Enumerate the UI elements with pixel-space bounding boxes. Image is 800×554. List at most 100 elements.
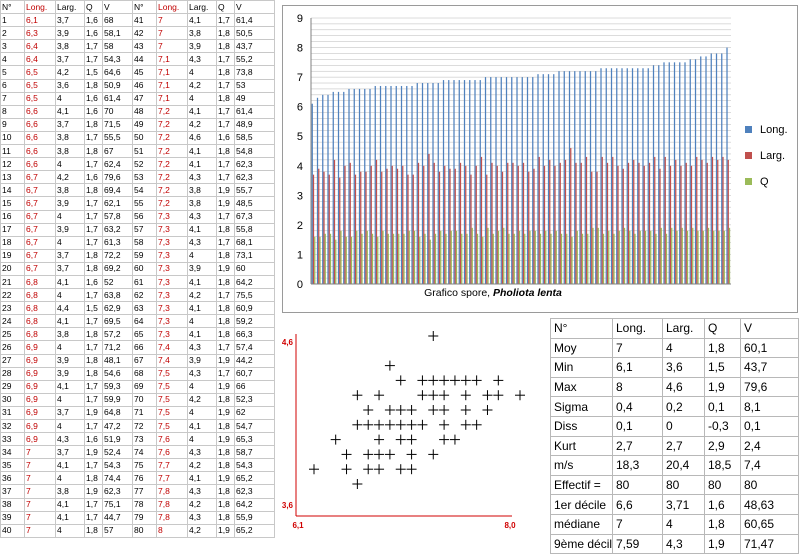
bar-q [445, 233, 447, 284]
scatter-point [482, 405, 493, 415]
bar-q [408, 230, 410, 284]
table-cell: 3,8 [187, 26, 217, 41]
table-cell: 1,8 [216, 274, 235, 290]
table-cell: 1,8 [216, 91, 235, 106]
table-cell: 69,5 [102, 314, 133, 329]
bar-larg [391, 165, 393, 284]
scatter-point [417, 375, 428, 386]
legend-swatch [745, 178, 752, 185]
stats-cell: 60,1 [740, 337, 799, 359]
table-cell: 1,8 [84, 78, 103, 93]
table-cell: 3,9 [55, 26, 85, 41]
bar-q [644, 230, 647, 284]
table-row: 18 6,7 4 1,7 61,3 58 7,3 4,3 1,7 68,1 [0, 235, 275, 250]
bar-larg [654, 156, 656, 284]
bar-larg [585, 156, 588, 284]
table-cell: 1,7 [84, 130, 103, 146]
bar-long [390, 85, 392, 284]
table-cell: 6,7 [24, 248, 56, 263]
bar-q [566, 233, 568, 284]
stats-cell: 80 [612, 474, 663, 496]
bar-long [505, 77, 508, 284]
bar-q [608, 230, 610, 284]
table-cell: 58,7 [234, 445, 275, 460]
bar-long [563, 71, 565, 284]
table-cell: 1,9 [216, 471, 235, 486]
scatter-point [374, 390, 385, 401]
table-cell: 7,3 [156, 222, 188, 237]
stats-header-cell: Larg. [662, 318, 705, 339]
bar-long [642, 68, 644, 284]
table-cell: 59,2 [234, 314, 275, 329]
table-cell: 1,9 [216, 196, 235, 211]
table-cell: 42 [132, 26, 157, 41]
bar-q [524, 233, 526, 284]
table-cell: 7,3 [156, 327, 188, 342]
table-cell: 4,3 [55, 432, 85, 447]
bar-larg [459, 162, 462, 284]
table-cell: 5 [0, 65, 25, 80]
table-cell: 1,8 [216, 418, 235, 434]
bar-q [576, 230, 578, 284]
bar-long [626, 68, 628, 284]
table-cell: 3,6 [55, 78, 85, 93]
table-cell: 1,7 [84, 392, 103, 407]
stats-row: m/s 18,3 20,4 18,5 7,4 [550, 455, 799, 476]
table-cell: 6,7 [24, 261, 56, 276]
table-cell: 58 [102, 39, 133, 54]
table-cell: 1,8 [216, 314, 235, 329]
table-cell: 7,8 [156, 484, 188, 499]
table-cell: 23 [0, 301, 25, 316]
table-cell: 1,7 [216, 78, 235, 93]
table-cell: 1,7 [84, 235, 103, 250]
bar-q [440, 230, 442, 284]
legend-swatch [745, 152, 752, 159]
stats-cell: 4 [662, 513, 705, 535]
table-cell: 21 [0, 274, 25, 290]
table-cell: 72,2 [102, 248, 133, 263]
scatter-point [428, 405, 439, 415]
stats-cell: 1,8 [704, 337, 741, 359]
table-cell: 71,5 [102, 117, 133, 132]
scatter-plot: 4,6 3,6 6,1 8,0 [282, 331, 525, 530]
table-cell: 4,3 [187, 170, 217, 185]
table-cell: 44 [132, 52, 157, 67]
table-cell: 75,5 [234, 288, 275, 303]
table-cell: 7,3 [156, 301, 188, 316]
bar-long [663, 62, 665, 284]
table-cell: 4,2 [187, 78, 217, 93]
table-cell: 1,8 [216, 26, 235, 41]
table-cell: 4,1 [55, 497, 85, 512]
scatter-point [352, 390, 363, 401]
table-row: 10 6,6 3,8 1,7 55,5 50 7,2 4,6 1,6 58,5 [0, 130, 275, 146]
table-cell: 57,8 [102, 209, 133, 224]
bar-long [616, 68, 618, 284]
table-cell: 2 [0, 26, 25, 41]
scatter-point [330, 434, 341, 445]
y-tick-label: 1 [297, 249, 303, 261]
table-cell: 65,2 [234, 471, 275, 486]
table-cell: 4 [187, 248, 217, 263]
bar-larg [412, 174, 414, 284]
table-cell: 57,4 [234, 340, 275, 355]
bar-long [574, 71, 576, 284]
table-cell: 74 [132, 445, 157, 460]
table-cell: 62,3 [102, 484, 133, 499]
stats-row-label: m/s [550, 455, 613, 476]
scatter-point [482, 390, 493, 401]
table-cell: 1,8 [216, 445, 235, 460]
bar-long [694, 59, 697, 284]
bar-q [387, 233, 389, 284]
table-cell: 4,1 [187, 418, 217, 434]
bar-larg [706, 162, 708, 284]
table-cell: 65,3 [234, 432, 275, 447]
table-cell: 4,3 [187, 235, 217, 250]
stats-row: Sigma 0,4 0,2 0,1 8,1 [550, 396, 799, 417]
table-row: 1 6,1 3,7 1,6 68 41 7 4,1 1,7 61,4 [0, 13, 275, 28]
scatter-point [417, 390, 428, 401]
table-cell: 50,9 [102, 78, 133, 93]
bar-q [534, 230, 536, 284]
bar-long [348, 88, 350, 285]
table-cell: 79 [132, 510, 157, 525]
stats-cell: 7 [612, 513, 663, 535]
